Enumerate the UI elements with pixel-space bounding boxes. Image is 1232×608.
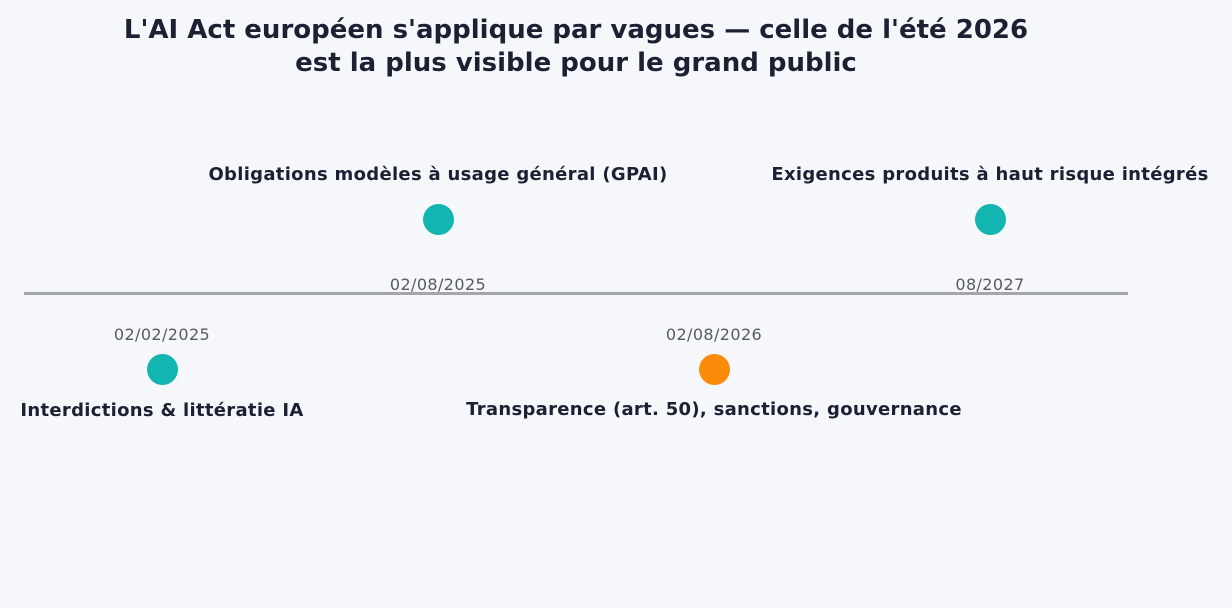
milestone-4-date: 08/2027 — [955, 275, 1025, 294]
milestone-2-label: Obligations modèles à usage général (GPA… — [208, 164, 668, 185]
milestone-1-date: 02/02/2025 — [113, 325, 211, 344]
milestone-1-marker — [147, 354, 178, 385]
milestone-2-date: 02/08/2025 — [389, 275, 487, 294]
milestone-3-label: Transparence (art. 50), sanctions, gouve… — [466, 399, 962, 420]
milestone-3-date: 02/08/2026 — [665, 325, 763, 344]
page-title-line-2: est la plus visible pour le grand public — [295, 48, 857, 78]
milestone-4-label: Exigences produits à haut risque intégré… — [771, 164, 1209, 185]
page-title-line-1: L'AI Act européen s'applique par vagues … — [123, 15, 1029, 45]
milestone-2-marker — [423, 204, 454, 235]
timeline-axis — [24, 292, 1128, 295]
milestone-4-marker — [975, 204, 1006, 235]
milestone-3-marker — [699, 354, 730, 385]
milestone-1-label: Interdictions & littératie IA — [20, 400, 304, 421]
